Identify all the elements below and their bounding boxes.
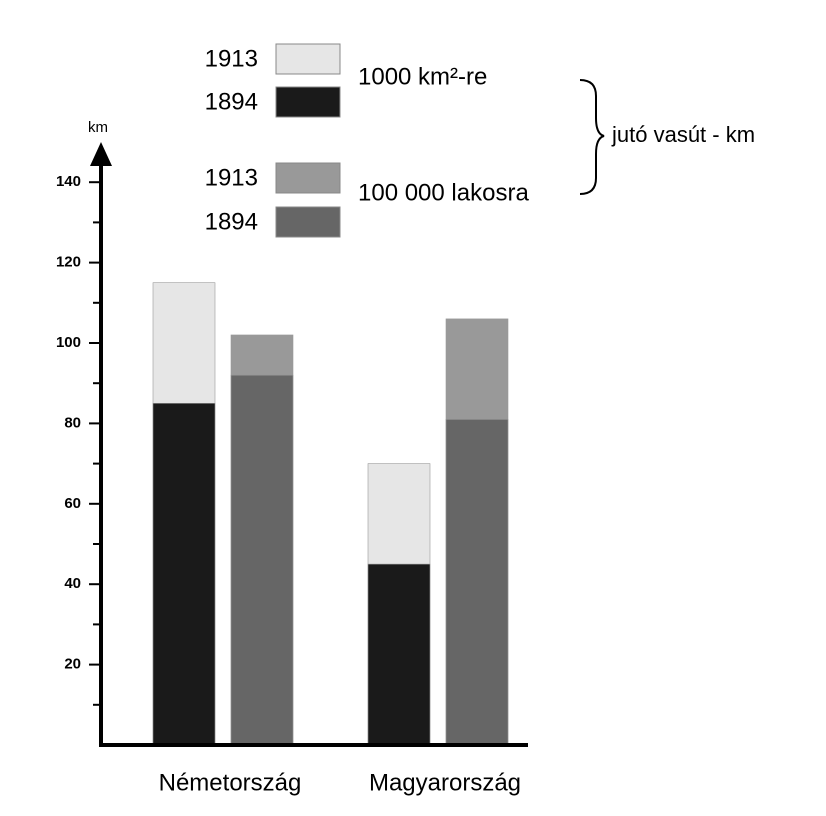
bar: [445, 419, 509, 746]
x-tick-label: Magyarország: [369, 769, 521, 796]
y-tick-label: 140: [56, 173, 81, 190]
legend-label: 1894: [205, 88, 258, 115]
y-tick-label: 120: [56, 254, 81, 271]
legend-group-label: 1000 km²-re: [358, 63, 487, 90]
legend-swatch: [275, 86, 341, 118]
x-tick-label: Németország: [159, 769, 302, 796]
y-tick-label: 100: [56, 334, 81, 351]
legend-swatch: [275, 206, 341, 238]
y-tick-label: 80: [64, 414, 81, 431]
legend-label: 1894: [205, 208, 258, 235]
legend-label: 1913: [205, 45, 258, 72]
y-tick-label: 40: [64, 575, 81, 592]
brace-label: jutó vasút - km: [611, 122, 755, 147]
brace: [579, 79, 605, 195]
legend-swatch: [275, 43, 341, 75]
legend-label: 1913: [205, 164, 258, 191]
bar: [230, 374, 294, 746]
legend-group-label: 100 000 lakosra: [358, 179, 529, 206]
y-axis-arrow: [90, 142, 112, 166]
y-unit: km: [88, 119, 108, 136]
bar: [152, 402, 216, 746]
legend-swatch: [275, 162, 341, 194]
y-tick-label: 20: [64, 656, 81, 673]
bar: [367, 563, 431, 746]
y-tick-label: 60: [64, 495, 81, 512]
